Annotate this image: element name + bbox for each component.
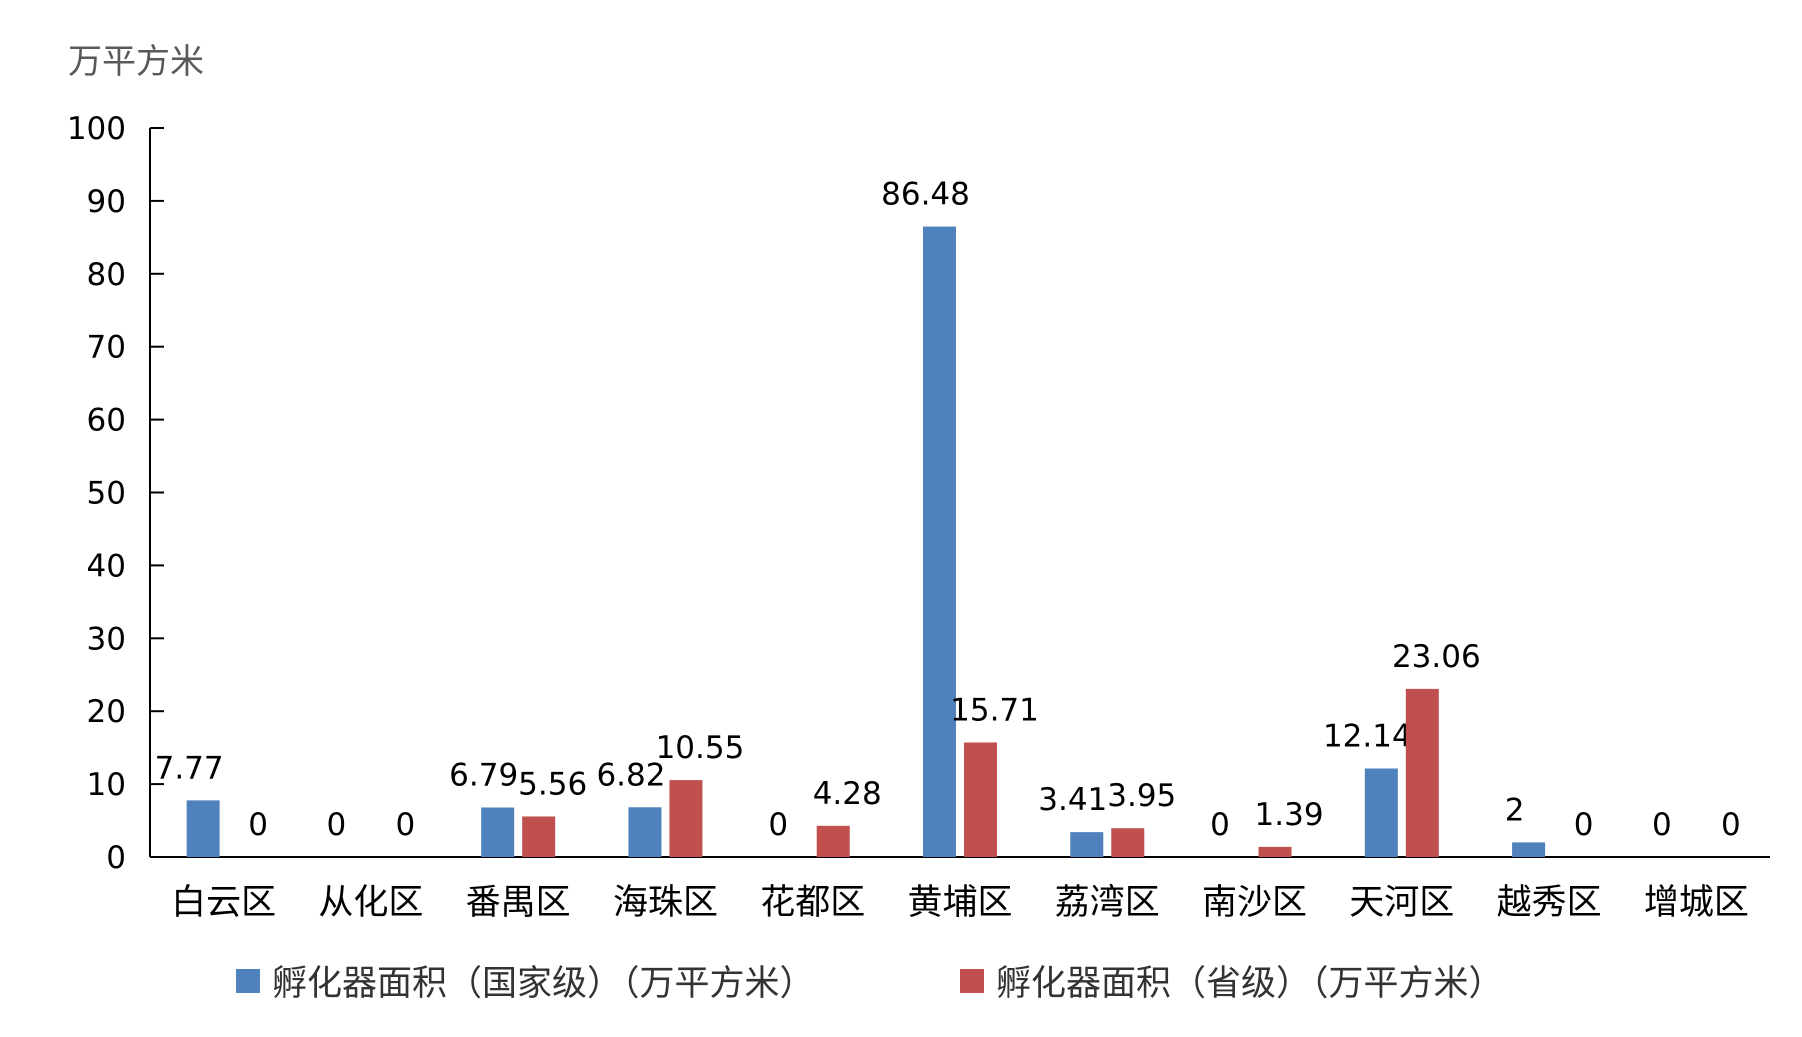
bar-national [481, 807, 515, 857]
x-category-label: 从化区 [318, 883, 423, 923]
bar-provincial [522, 816, 556, 857]
x-category-label: 番禺区 [466, 883, 571, 923]
y-tick-label: 100 [67, 111, 126, 147]
y-tick-label: 20 [87, 694, 126, 730]
data-label-national: 6.79 [449, 758, 518, 794]
y-tick-label: 0 [106, 840, 126, 876]
data-label-national: 2 [1505, 792, 1525, 828]
data-label-provincial: 10.55 [656, 730, 745, 766]
x-category-label: 增城区 [1644, 883, 1749, 923]
data-label-national: 12.14 [1323, 718, 1412, 754]
bar-national [1364, 768, 1398, 857]
data-label-national: 0 [768, 807, 788, 843]
legend-item-provincial: 孵化器面积（省级）（万平方米） [960, 955, 1504, 1006]
x-category-label: 天河区 [1349, 883, 1454, 923]
y-tick-label: 40 [87, 548, 126, 584]
y-tick-label: 90 [87, 184, 126, 220]
data-label-provincial: 0 [248, 807, 268, 843]
data-label-national: 0 [1210, 807, 1230, 843]
legend-swatch-provincial [960, 968, 984, 993]
y-tick-label: 50 [87, 476, 126, 512]
data-label-provincial: 1.39 [1255, 797, 1324, 833]
data-label-national: 3.41 [1038, 782, 1107, 818]
bar-national [923, 226, 956, 858]
y-tick-label: 10 [87, 767, 126, 803]
bar-provincial [1111, 828, 1145, 857]
bar-provincial [816, 825, 850, 857]
x-category-label: 黄埔区 [907, 883, 1012, 923]
bar-provincial [1258, 846, 1292, 857]
data-label-provincial: 23.06 [1392, 639, 1481, 675]
data-label-provincial: 5.56 [518, 766, 587, 802]
bar-national [1070, 832, 1104, 857]
y-tick-label: 30 [87, 621, 126, 657]
data-label-provincial: 4.28 [813, 776, 882, 812]
bar-provincial [964, 742, 997, 857]
x-category-label: 越秀区 [1497, 883, 1602, 923]
data-label-provincial: 15.71 [950, 692, 1039, 728]
x-category-label: 南沙区 [1202, 883, 1307, 923]
y-tick-label: 70 [87, 330, 126, 366]
x-category-label: 白云区 [171, 883, 276, 923]
y-tick-label: 80 [87, 257, 126, 293]
chart-legend: 孵化器面积（国家级）（万平方米） 孵化器面积（省级）（万平方米） [0, 955, 1802, 1015]
data-label-national: 0 [1652, 807, 1672, 843]
bar-national [628, 807, 662, 857]
data-label-provincial: 0 [1721, 807, 1741, 843]
data-label-provincial: 0 [1574, 807, 1594, 843]
y-axis-unit-label: 万平方米 [68, 42, 204, 82]
data-label-national: 7.77 [155, 750, 224, 786]
x-category-label: 荔湾区 [1055, 883, 1160, 923]
data-label-provincial: 0 [396, 807, 416, 843]
data-label-provincial: 3.95 [1107, 778, 1176, 814]
y-tick-label: 60 [87, 403, 126, 439]
legend-item-national: 孵化器面积（国家级）（万平方米） [236, 955, 815, 1006]
bar-national [1512, 842, 1546, 857]
x-category-label: 花都区 [760, 883, 865, 923]
data-label-national: 86.48 [881, 177, 970, 213]
legend-label-national: 孵化器面积（国家级）（万平方米） [272, 964, 815, 1004]
legend-label-provincial: 孵化器面积（省级）（万平方米） [996, 964, 1504, 1004]
legend-swatch-national [236, 968, 260, 993]
data-label-national: 6.82 [596, 757, 665, 793]
data-label-national: 0 [327, 807, 347, 843]
bar-provincial [669, 780, 703, 857]
bar-provincial [1405, 688, 1439, 857]
x-category-label: 海珠区 [613, 883, 718, 923]
bar-national [186, 800, 220, 857]
